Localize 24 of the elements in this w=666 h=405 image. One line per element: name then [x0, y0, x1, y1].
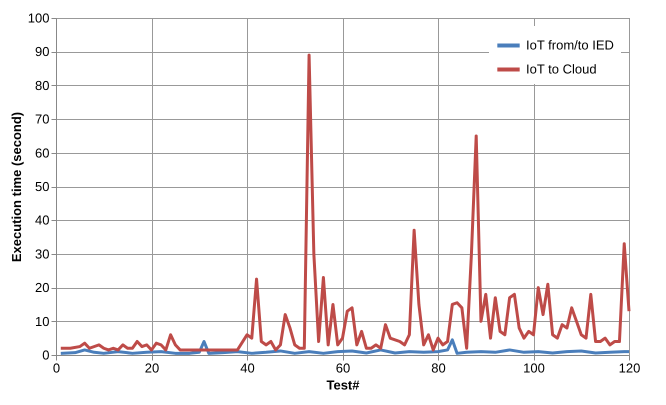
legend-label: IoT from/to IED — [526, 38, 614, 52]
y-tick-label: 60 — [35, 145, 50, 160]
y-tick-label: 50 — [35, 179, 50, 194]
line-series — [59, 338, 630, 355]
x-tick-label: 60 — [336, 360, 350, 376]
x-tick-label: 80 — [431, 360, 446, 376]
y-axis-title: Execution time (second) — [8, 112, 24, 262]
y-tick-label: 70 — [35, 112, 50, 127]
y-tick-label: 100 — [28, 10, 50, 26]
x-tick-label: 120 — [618, 360, 640, 376]
x-axis-title: Test# — [326, 378, 360, 392]
y-tick-label: 80 — [35, 78, 50, 93]
y-tick-label: 90 — [35, 44, 50, 60]
x-tick-label: 20 — [144, 360, 160, 376]
legend-label: IoT to Cloud — [526, 62, 597, 76]
y-tick-label: 0 — [42, 348, 50, 362]
y-tick-label: 10 — [35, 314, 50, 329]
y-tick-label: 30 — [35, 246, 50, 262]
x-tick-label: 100 — [523, 360, 545, 376]
y-tick-label: 20 — [35, 280, 50, 296]
x-tick-label: 0 — [52, 360, 60, 376]
y-tick-label: 40 — [35, 212, 50, 228]
line-series — [59, 54, 630, 352]
x-tick-label: 40 — [240, 360, 255, 376]
